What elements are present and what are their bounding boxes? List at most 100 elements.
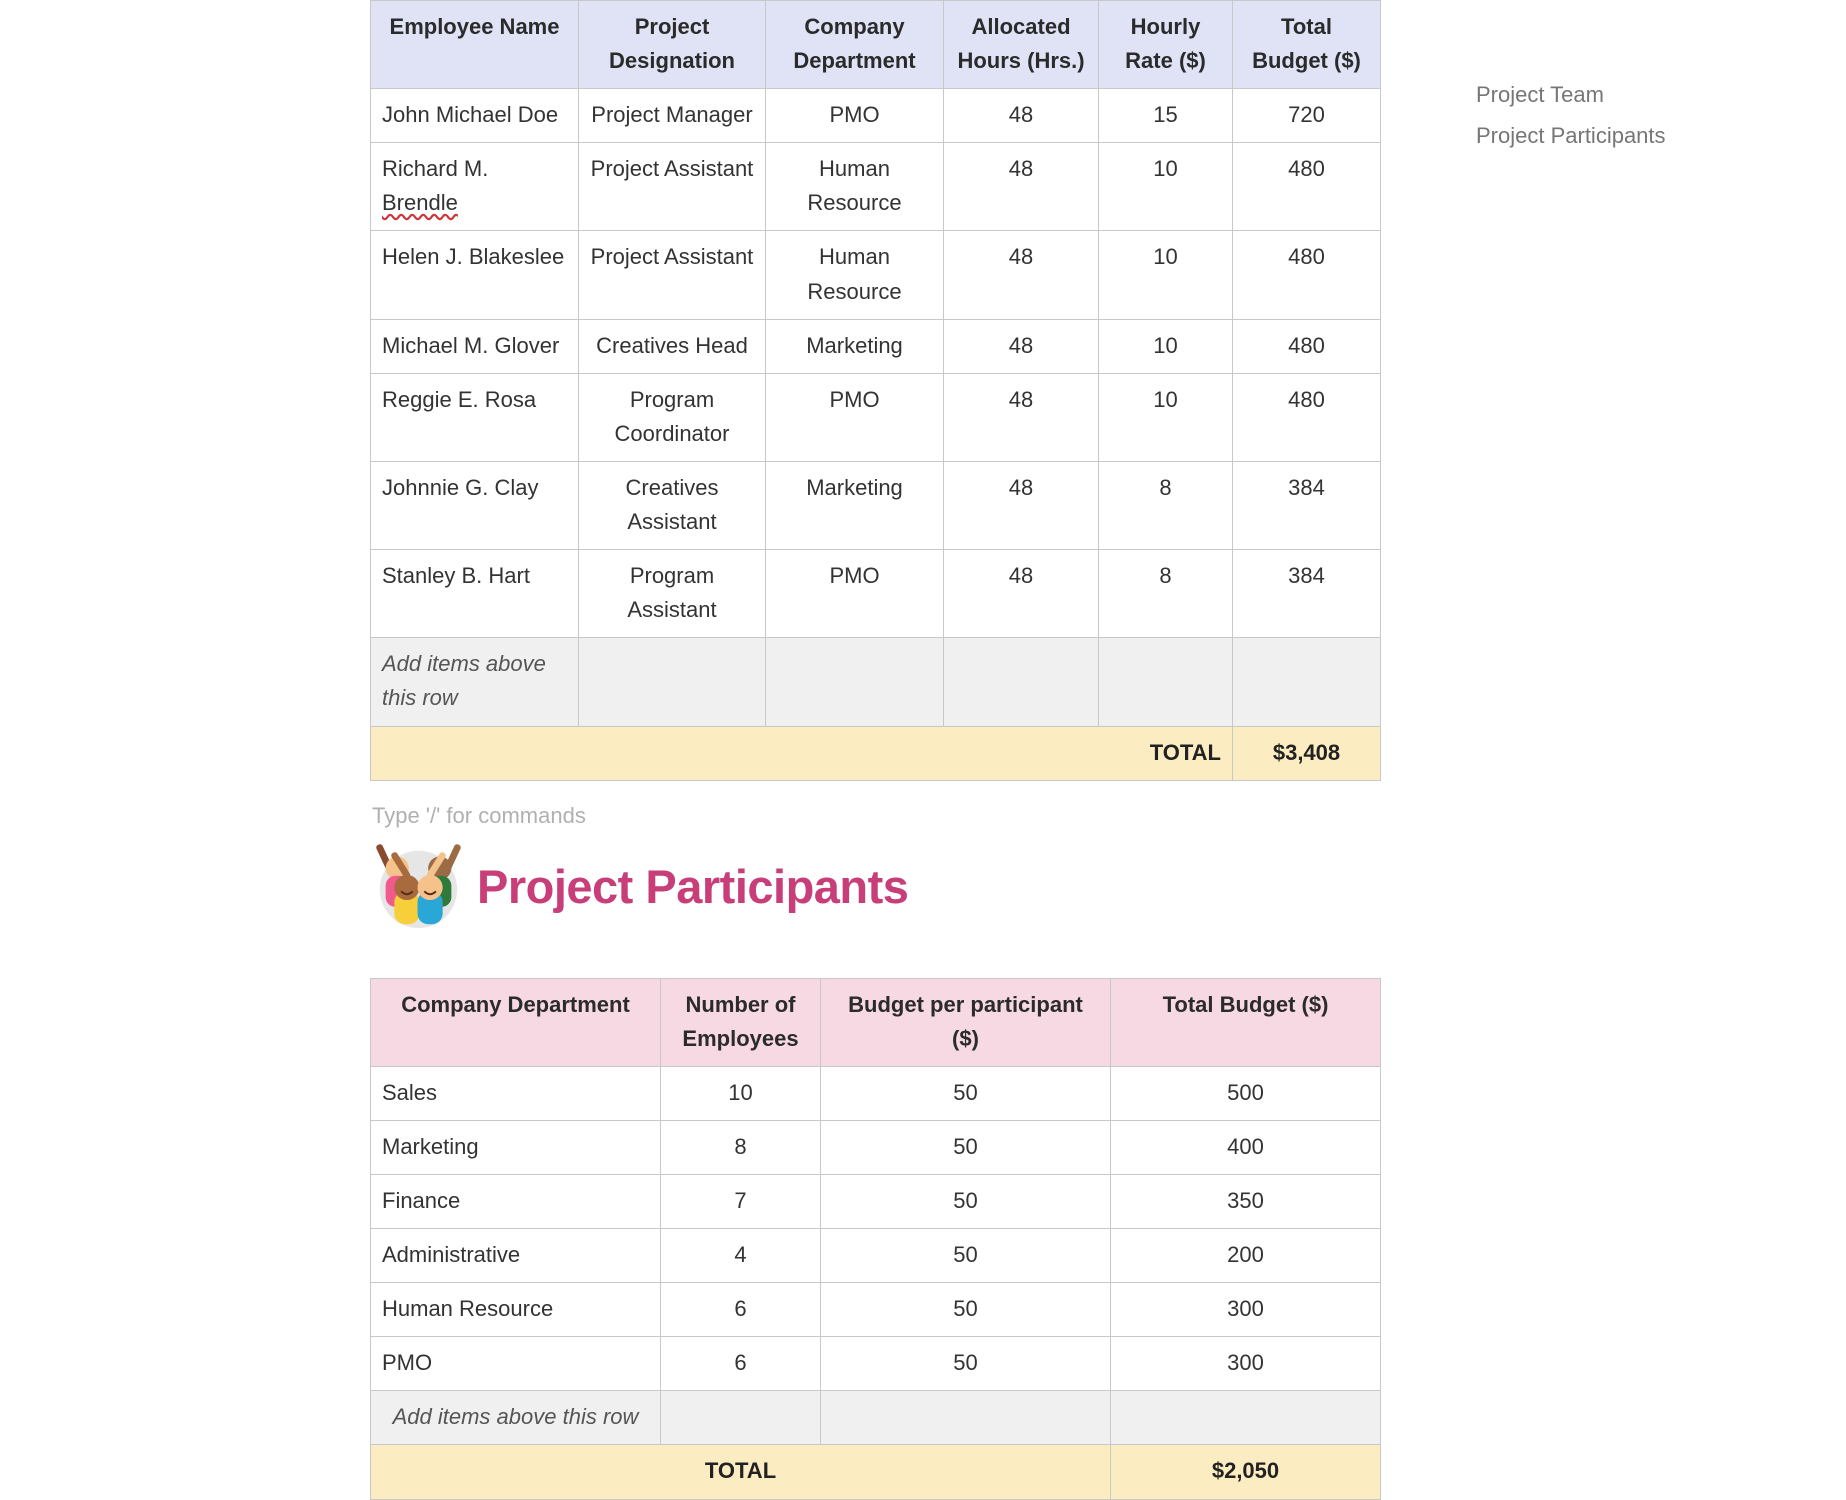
cell-designation[interactable]: Project Manager (579, 89, 766, 143)
empty-cell[interactable] (1099, 638, 1233, 726)
empty-cell[interactable] (1111, 1391, 1381, 1445)
cell-department[interactable]: PMO (766, 550, 944, 638)
cell-department[interactable]: HumanResource (766, 231, 944, 319)
cell-rate[interactable]: 10 (1099, 373, 1233, 461)
cell-designation[interactable]: ProgramAssistant (579, 550, 766, 638)
cell-department[interactable]: HumanResource (766, 143, 944, 231)
cell-department[interactable]: PMO (766, 373, 944, 461)
cell-department[interactable]: Finance (371, 1174, 661, 1228)
cell-designation[interactable]: ProgramCoordinator (579, 373, 766, 461)
cell-department[interactable]: Human Resource (371, 1283, 661, 1337)
empty-cell[interactable] (1233, 638, 1381, 726)
cell-total-budget[interactable]: 350 (1111, 1174, 1381, 1228)
cell-rate[interactable]: 10 (1099, 231, 1233, 319)
table-row[interactable]: Administrative450200 (371, 1229, 1381, 1283)
cell-total-budget[interactable]: 200 (1111, 1229, 1381, 1283)
cell-employee-count[interactable]: 8 (661, 1120, 821, 1174)
cell-department[interactable]: PMO (371, 1337, 661, 1391)
empty-cell[interactable] (766, 638, 944, 726)
table-row[interactable]: Stanley B. HartProgramAssistantPMO488384 (371, 550, 1381, 638)
cell-total-budget[interactable]: 400 (1111, 1120, 1381, 1174)
cell-designation[interactable]: Project Assistant (579, 143, 766, 231)
nav-link-project-participants[interactable]: Project Participants (1476, 116, 1666, 157)
cell-employee-name[interactable]: Johnnie G. Clay (371, 461, 579, 549)
cell-budget[interactable]: 480 (1233, 373, 1381, 461)
cell-rate[interactable]: 10 (1099, 143, 1233, 231)
cell-employee-name[interactable]: Helen J. Blakeslee (371, 231, 579, 319)
total-label: TOTAL (371, 726, 1233, 780)
cell-department[interactable]: Sales (371, 1066, 661, 1120)
project-team-table[interactable]: Employee Name ProjectDesignation Company… (370, 0, 1381, 781)
cell-hours[interactable]: 48 (944, 143, 1099, 231)
total-value: $3,408 (1233, 726, 1381, 780)
cell-rate[interactable]: 15 (1099, 89, 1233, 143)
cell-employee-name[interactable]: Michael M. Glover (371, 319, 579, 373)
outline-nav: Project Team Project Participants (1476, 75, 1666, 156)
cell-designation[interactable]: CreativesAssistant (579, 461, 766, 549)
empty-cell[interactable] (944, 638, 1099, 726)
table-row[interactable]: Sales1050500 (371, 1066, 1381, 1120)
cell-department[interactable]: Marketing (371, 1120, 661, 1174)
empty-cell[interactable] (661, 1391, 821, 1445)
table-row[interactable]: Marketing850400 (371, 1120, 1381, 1174)
cell-rate[interactable]: 8 (1099, 461, 1233, 549)
cell-hours[interactable]: 48 (944, 461, 1099, 549)
cell-budget[interactable]: 720 (1233, 89, 1381, 143)
cell-department[interactable]: Marketing (766, 319, 944, 373)
cell-budget-per-participant[interactable]: 50 (821, 1174, 1111, 1228)
cell-budget[interactable]: 384 (1233, 461, 1381, 549)
table-row[interactable]: Johnnie G. ClayCreativesAssistantMarketi… (371, 461, 1381, 549)
table-row[interactable]: Helen J. BlakesleeProject AssistantHuman… (371, 231, 1381, 319)
add-items-row[interactable]: Add items above this row (371, 1391, 1381, 1445)
cell-department[interactable]: Administrative (371, 1229, 661, 1283)
col-header: Number ofEmployees (661, 978, 821, 1066)
cell-total-budget[interactable]: 500 (1111, 1066, 1381, 1120)
table-row[interactable]: Finance750350 (371, 1174, 1381, 1228)
total-value: $2,050 (1111, 1445, 1381, 1499)
table-row[interactable]: John Michael DoeProject ManagerPMO481572… (371, 89, 1381, 143)
cell-department[interactable]: PMO (766, 89, 944, 143)
cell-hours[interactable]: 48 (944, 550, 1099, 638)
cell-employee-count[interactable]: 6 (661, 1337, 821, 1391)
nav-link-project-team[interactable]: Project Team (1476, 75, 1666, 116)
cell-budget[interactable]: 384 (1233, 550, 1381, 638)
cell-hours[interactable]: 48 (944, 319, 1099, 373)
cell-budget[interactable]: 480 (1233, 319, 1381, 373)
empty-cell[interactable] (821, 1391, 1111, 1445)
cell-employee-count[interactable]: 7 (661, 1174, 821, 1228)
cell-budget-per-participant[interactable]: 50 (821, 1120, 1111, 1174)
table-row[interactable]: PMO650300 (371, 1337, 1381, 1391)
cell-budget[interactable]: 480 (1233, 143, 1381, 231)
table-row[interactable]: Human Resource650300 (371, 1283, 1381, 1337)
empty-cell[interactable] (579, 638, 766, 726)
cell-designation[interactable]: Project Assistant (579, 231, 766, 319)
cell-budget-per-participant[interactable]: 50 (821, 1283, 1111, 1337)
add-items-row[interactable]: Add items abovethis row (371, 638, 1381, 726)
cell-employee-count[interactable]: 4 (661, 1229, 821, 1283)
cell-department[interactable]: Marketing (766, 461, 944, 549)
cell-rate[interactable]: 8 (1099, 550, 1233, 638)
cell-budget-per-participant[interactable]: 50 (821, 1229, 1111, 1283)
cell-budget[interactable]: 480 (1233, 231, 1381, 319)
cell-hours[interactable]: 48 (944, 373, 1099, 461)
cell-employee-name[interactable]: Stanley B. Hart (371, 550, 579, 638)
project-participants-table[interactable]: Company Department Number ofEmployees Bu… (370, 978, 1381, 1500)
table-row[interactable]: Michael M. GloverCreatives HeadMarketing… (371, 319, 1381, 373)
cell-hours[interactable]: 48 (944, 231, 1099, 319)
cell-employee-name[interactable]: John Michael Doe (371, 89, 579, 143)
table-row[interactable]: Richard M. BrendleProject AssistantHuman… (371, 143, 1381, 231)
cell-total-budget[interactable]: 300 (1111, 1337, 1381, 1391)
table-header-row: Company Department Number ofEmployees Bu… (371, 978, 1381, 1066)
cell-employee-name[interactable]: Richard M. Brendle (371, 143, 579, 231)
cell-designation[interactable]: Creatives Head (579, 319, 766, 373)
table-row[interactable]: Reggie E. RosaProgramCoordinatorPMO48104… (371, 373, 1381, 461)
cell-employee-name[interactable]: Reggie E. Rosa (371, 373, 579, 461)
cell-employee-count[interactable]: 6 (661, 1283, 821, 1337)
cell-budget-per-participant[interactable]: 50 (821, 1337, 1111, 1391)
cell-rate[interactable]: 10 (1099, 319, 1233, 373)
cell-budget-per-participant[interactable]: 50 (821, 1066, 1111, 1120)
cell-total-budget[interactable]: 300 (1111, 1283, 1381, 1337)
command-hint[interactable]: Type '/' for commands (372, 803, 1380, 829)
cell-hours[interactable]: 48 (944, 89, 1099, 143)
cell-employee-count[interactable]: 10 (661, 1066, 821, 1120)
